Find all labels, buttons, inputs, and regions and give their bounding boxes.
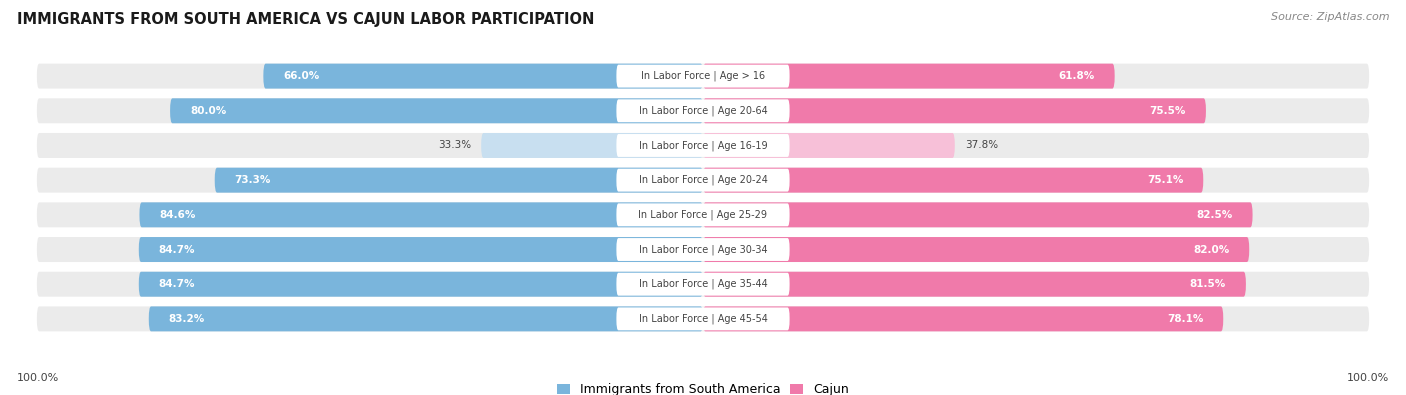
FancyBboxPatch shape — [215, 167, 703, 193]
FancyBboxPatch shape — [139, 202, 703, 228]
FancyBboxPatch shape — [616, 134, 790, 157]
Text: Source: ZipAtlas.com: Source: ZipAtlas.com — [1271, 12, 1389, 22]
FancyBboxPatch shape — [37, 98, 1369, 123]
Legend: Immigrants from South America, Cajun: Immigrants from South America, Cajun — [557, 383, 849, 395]
FancyBboxPatch shape — [616, 203, 790, 226]
Text: 84.7%: 84.7% — [159, 279, 195, 289]
FancyBboxPatch shape — [170, 98, 703, 123]
FancyBboxPatch shape — [703, 202, 1253, 228]
Text: 66.0%: 66.0% — [284, 71, 319, 81]
FancyBboxPatch shape — [263, 64, 703, 88]
Text: IMMIGRANTS FROM SOUTH AMERICA VS CAJUN LABOR PARTICIPATION: IMMIGRANTS FROM SOUTH AMERICA VS CAJUN L… — [17, 12, 595, 27]
Text: In Labor Force | Age 20-64: In Labor Force | Age 20-64 — [638, 105, 768, 116]
Text: In Labor Force | Age 25-29: In Labor Force | Age 25-29 — [638, 210, 768, 220]
Text: In Labor Force | Age 45-54: In Labor Force | Age 45-54 — [638, 314, 768, 324]
FancyBboxPatch shape — [37, 237, 1369, 262]
FancyBboxPatch shape — [703, 307, 1223, 331]
FancyBboxPatch shape — [703, 133, 955, 158]
Text: In Labor Force | Age 30-34: In Labor Force | Age 30-34 — [638, 244, 768, 255]
Text: 61.8%: 61.8% — [1059, 71, 1095, 81]
FancyBboxPatch shape — [703, 98, 1206, 123]
Text: 75.5%: 75.5% — [1150, 106, 1185, 116]
FancyBboxPatch shape — [37, 202, 1369, 228]
FancyBboxPatch shape — [139, 272, 703, 297]
Text: In Labor Force | Age 35-44: In Labor Force | Age 35-44 — [638, 279, 768, 290]
Text: 84.6%: 84.6% — [159, 210, 195, 220]
Text: 73.3%: 73.3% — [235, 175, 271, 185]
FancyBboxPatch shape — [37, 64, 1369, 88]
FancyBboxPatch shape — [37, 307, 1369, 331]
FancyBboxPatch shape — [37, 272, 1369, 297]
FancyBboxPatch shape — [616, 307, 790, 330]
Text: 82.0%: 82.0% — [1194, 245, 1229, 254]
Text: In Labor Force | Age > 16: In Labor Force | Age > 16 — [641, 71, 765, 81]
FancyBboxPatch shape — [616, 65, 790, 88]
FancyBboxPatch shape — [37, 167, 1369, 193]
FancyBboxPatch shape — [616, 238, 790, 261]
Text: 81.5%: 81.5% — [1189, 279, 1226, 289]
Text: 84.7%: 84.7% — [159, 245, 195, 254]
FancyBboxPatch shape — [481, 133, 703, 158]
FancyBboxPatch shape — [703, 167, 1204, 193]
Text: 100.0%: 100.0% — [1347, 373, 1389, 383]
Text: In Labor Force | Age 16-19: In Labor Force | Age 16-19 — [638, 140, 768, 151]
Text: 80.0%: 80.0% — [190, 106, 226, 116]
FancyBboxPatch shape — [139, 237, 703, 262]
Text: 33.3%: 33.3% — [439, 141, 471, 150]
FancyBboxPatch shape — [703, 64, 1115, 88]
Text: 100.0%: 100.0% — [17, 373, 59, 383]
FancyBboxPatch shape — [37, 133, 1369, 158]
FancyBboxPatch shape — [703, 237, 1250, 262]
FancyBboxPatch shape — [616, 100, 790, 122]
Text: 82.5%: 82.5% — [1197, 210, 1233, 220]
FancyBboxPatch shape — [149, 307, 703, 331]
Text: 75.1%: 75.1% — [1147, 175, 1184, 185]
FancyBboxPatch shape — [616, 273, 790, 295]
FancyBboxPatch shape — [703, 272, 1246, 297]
Text: 78.1%: 78.1% — [1167, 314, 1204, 324]
Text: In Labor Force | Age 20-24: In Labor Force | Age 20-24 — [638, 175, 768, 185]
Text: 37.8%: 37.8% — [965, 141, 998, 150]
FancyBboxPatch shape — [616, 169, 790, 192]
Text: 83.2%: 83.2% — [169, 314, 205, 324]
